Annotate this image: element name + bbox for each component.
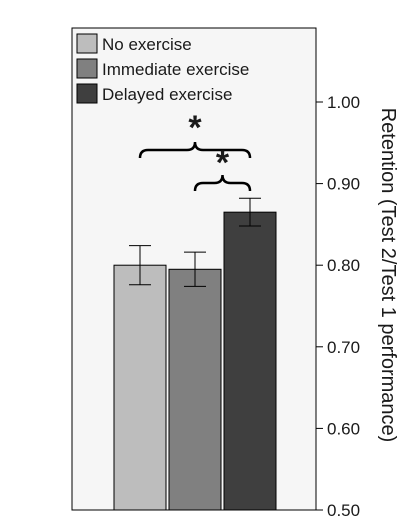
- y-tick-label-1: 0.60: [327, 419, 360, 438]
- error-bars-group: [129, 197, 261, 287]
- significance-brace-1: [193, 174, 252, 192]
- y-tick-label-4: 0.90: [327, 175, 360, 194]
- y-tick-label-2: 0.70: [327, 338, 360, 357]
- legend-label-1: Immediate exercise: [102, 60, 249, 79]
- y-tick-label-5: 1.00: [327, 93, 360, 112]
- y-tick-label-3: 0.80: [327, 256, 360, 275]
- legend-label-0: No exercise: [102, 35, 192, 54]
- significance-group: **: [138, 109, 252, 192]
- y-tick-label-0: 0.50: [327, 501, 360, 520]
- legend-swatch-2: [76, 83, 98, 104]
- bar-1: [168, 268, 222, 511]
- legend-swatch-0: [76, 33, 98, 54]
- y-axis-title: Retention (Test 2/Test 1 performance): [377, 108, 399, 443]
- legend: No exercise Immediate exercise Delayed exe…: [76, 33, 249, 104]
- bar-2: [223, 211, 277, 511]
- legend-swatch-1: [76, 58, 98, 79]
- significance-brace-0: [138, 141, 252, 159]
- bar-0: [113, 264, 167, 511]
- legend-label-2: Delayed exercise: [102, 85, 232, 104]
- significance-star-1: *: [216, 144, 230, 182]
- significance-star-0: *: [188, 109, 202, 147]
- y-axis: 0.50 0.60 0.70 0.80 0.90 1.00: [315, 28, 360, 520]
